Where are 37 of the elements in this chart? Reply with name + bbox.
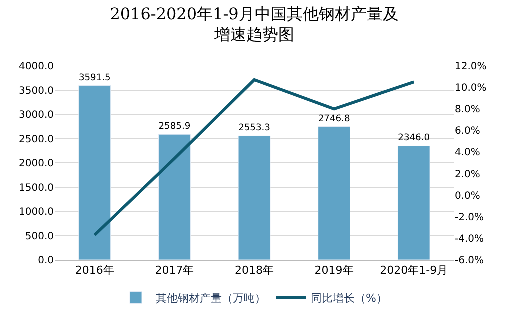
x-tick-label: 2019年 xyxy=(314,264,354,278)
y2-tick-label: 4.0% xyxy=(455,148,480,159)
legend-label: 同比增长（%） xyxy=(311,292,388,306)
data-label: 2553.3 xyxy=(238,124,271,134)
bar xyxy=(398,146,430,260)
chart-title: 2016-2020年1-9月中国其他钢材产量及增速趋势图 xyxy=(110,4,399,44)
y-tick-label: 1500.0 xyxy=(19,182,54,194)
y-tick-label: 0.0 xyxy=(38,256,54,266)
bar xyxy=(158,134,191,260)
x-tick-label: 2020年1-9月 xyxy=(380,264,448,278)
y-tick-label: 500.0 xyxy=(25,231,54,242)
y2-tick-label: -4.0% xyxy=(455,234,484,245)
y-tick-label: 4000.0 xyxy=(19,62,54,72)
y-tick-label: 3500.0 xyxy=(19,86,54,97)
y2-tick-label: 8.0% xyxy=(455,104,480,116)
data-label: 2585.9 xyxy=(158,122,191,132)
y-tick-label: 3000.0 xyxy=(19,110,54,121)
y2-tick-label: 12.0% xyxy=(455,62,487,72)
y2-tick-label: 2.0% xyxy=(455,169,480,180)
bar xyxy=(318,126,351,260)
x-tick-label: 2016年 xyxy=(75,264,114,278)
legend-label: 其他钢材产量（万吨） xyxy=(156,292,266,306)
x-tick-label: 2017年 xyxy=(155,264,194,278)
data-label: 2746.8 xyxy=(318,114,350,124)
y2-tick-label: 6.0% xyxy=(455,126,480,138)
data-label: 2346.0 xyxy=(398,134,430,144)
y2-tick-label: -2.0% xyxy=(455,212,484,224)
data-label: 3591.5 xyxy=(78,73,111,84)
x-tick-label: 2018年 xyxy=(235,264,274,278)
y-tick-label: 1000.0 xyxy=(19,207,54,218)
y-tick-label: 2000.0 xyxy=(19,158,54,170)
bar xyxy=(238,136,271,260)
y2-tick-label: 10.0% xyxy=(455,83,487,94)
bar xyxy=(78,86,112,260)
y-tick-label: 2500.0 xyxy=(19,134,54,146)
y2-tick-label: -6.0% xyxy=(455,256,484,266)
y2-tick-label: 0.0% xyxy=(455,190,480,202)
